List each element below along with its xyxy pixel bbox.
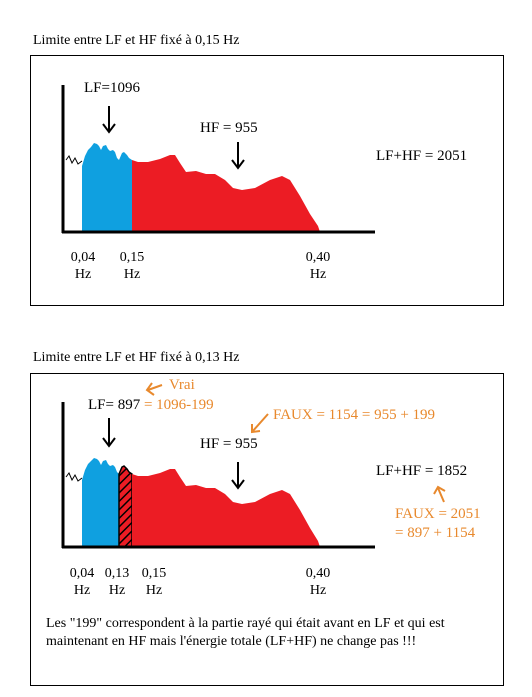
panel2-vrai-label: Vrai	[169, 377, 195, 393]
panel2-faux-total-label: FAUX = 2051 = 897 + 1154	[395, 506, 481, 541]
panel2-lf-correct-calc: = 1096-199	[143, 397, 214, 413]
panel2-tick-004: 0,04 Hz	[69, 566, 95, 598]
panel1-hf-area	[132, 155, 320, 232]
panel2-explanation-note: Les "199" correspondent à la partie rayé…	[46, 616, 445, 649]
panel2-tick-013: 0,13 Hz	[104, 566, 130, 598]
panel2-hatched-area	[118, 465, 133, 548]
panel2-faux-hf-arrow	[251, 413, 269, 434]
panel1-total-label: LF+HF = 2051	[376, 148, 468, 164]
panel2-hf-label: HF = 955	[200, 436, 258, 452]
panel2-vrai-arrow	[145, 382, 163, 396]
panel2-faux-total-arrow	[433, 485, 446, 503]
panel2-tick-015: 0,15 Hz	[141, 566, 167, 598]
panel2-faux-hf-label: FAUX = 1154 = 955 + 199	[273, 407, 436, 423]
panel1-hf-arrow	[231, 142, 245, 170]
panel2-hf-arrow	[231, 462, 245, 490]
panel2-caption: Limite entre LF et HF fixé à 0,13 Hz	[33, 350, 240, 365]
panel2-hf-area	[132, 469, 320, 547]
panel1-tick-004: 0,04 Hz	[70, 250, 96, 282]
panel2-squiggle	[65, 472, 83, 482]
panel2-lf-area	[82, 458, 119, 547]
panel1-hf-label: HF = 955	[200, 120, 258, 136]
panel2-lf-arrow	[102, 418, 116, 448]
panel1-tick-015: 0,15 Hz	[119, 250, 145, 282]
panel2-tick-040: 0,40 Hz	[305, 566, 331, 598]
panel1-lf-label: LF=1096	[84, 80, 140, 96]
panel1-lf-arrow	[102, 106, 116, 134]
panel1-tick-040: 0,40 Hz	[305, 250, 331, 282]
panel2-lf-label: LF= 897 = 1096-199	[88, 397, 214, 413]
panel1-squiggle	[65, 155, 83, 165]
panel1-caption: Limite entre LF et HF fixé à 0,15 Hz	[33, 33, 240, 48]
panel1-lf-area	[82, 143, 132, 232]
panel2-total-label: LF+HF = 1852	[376, 463, 468, 479]
